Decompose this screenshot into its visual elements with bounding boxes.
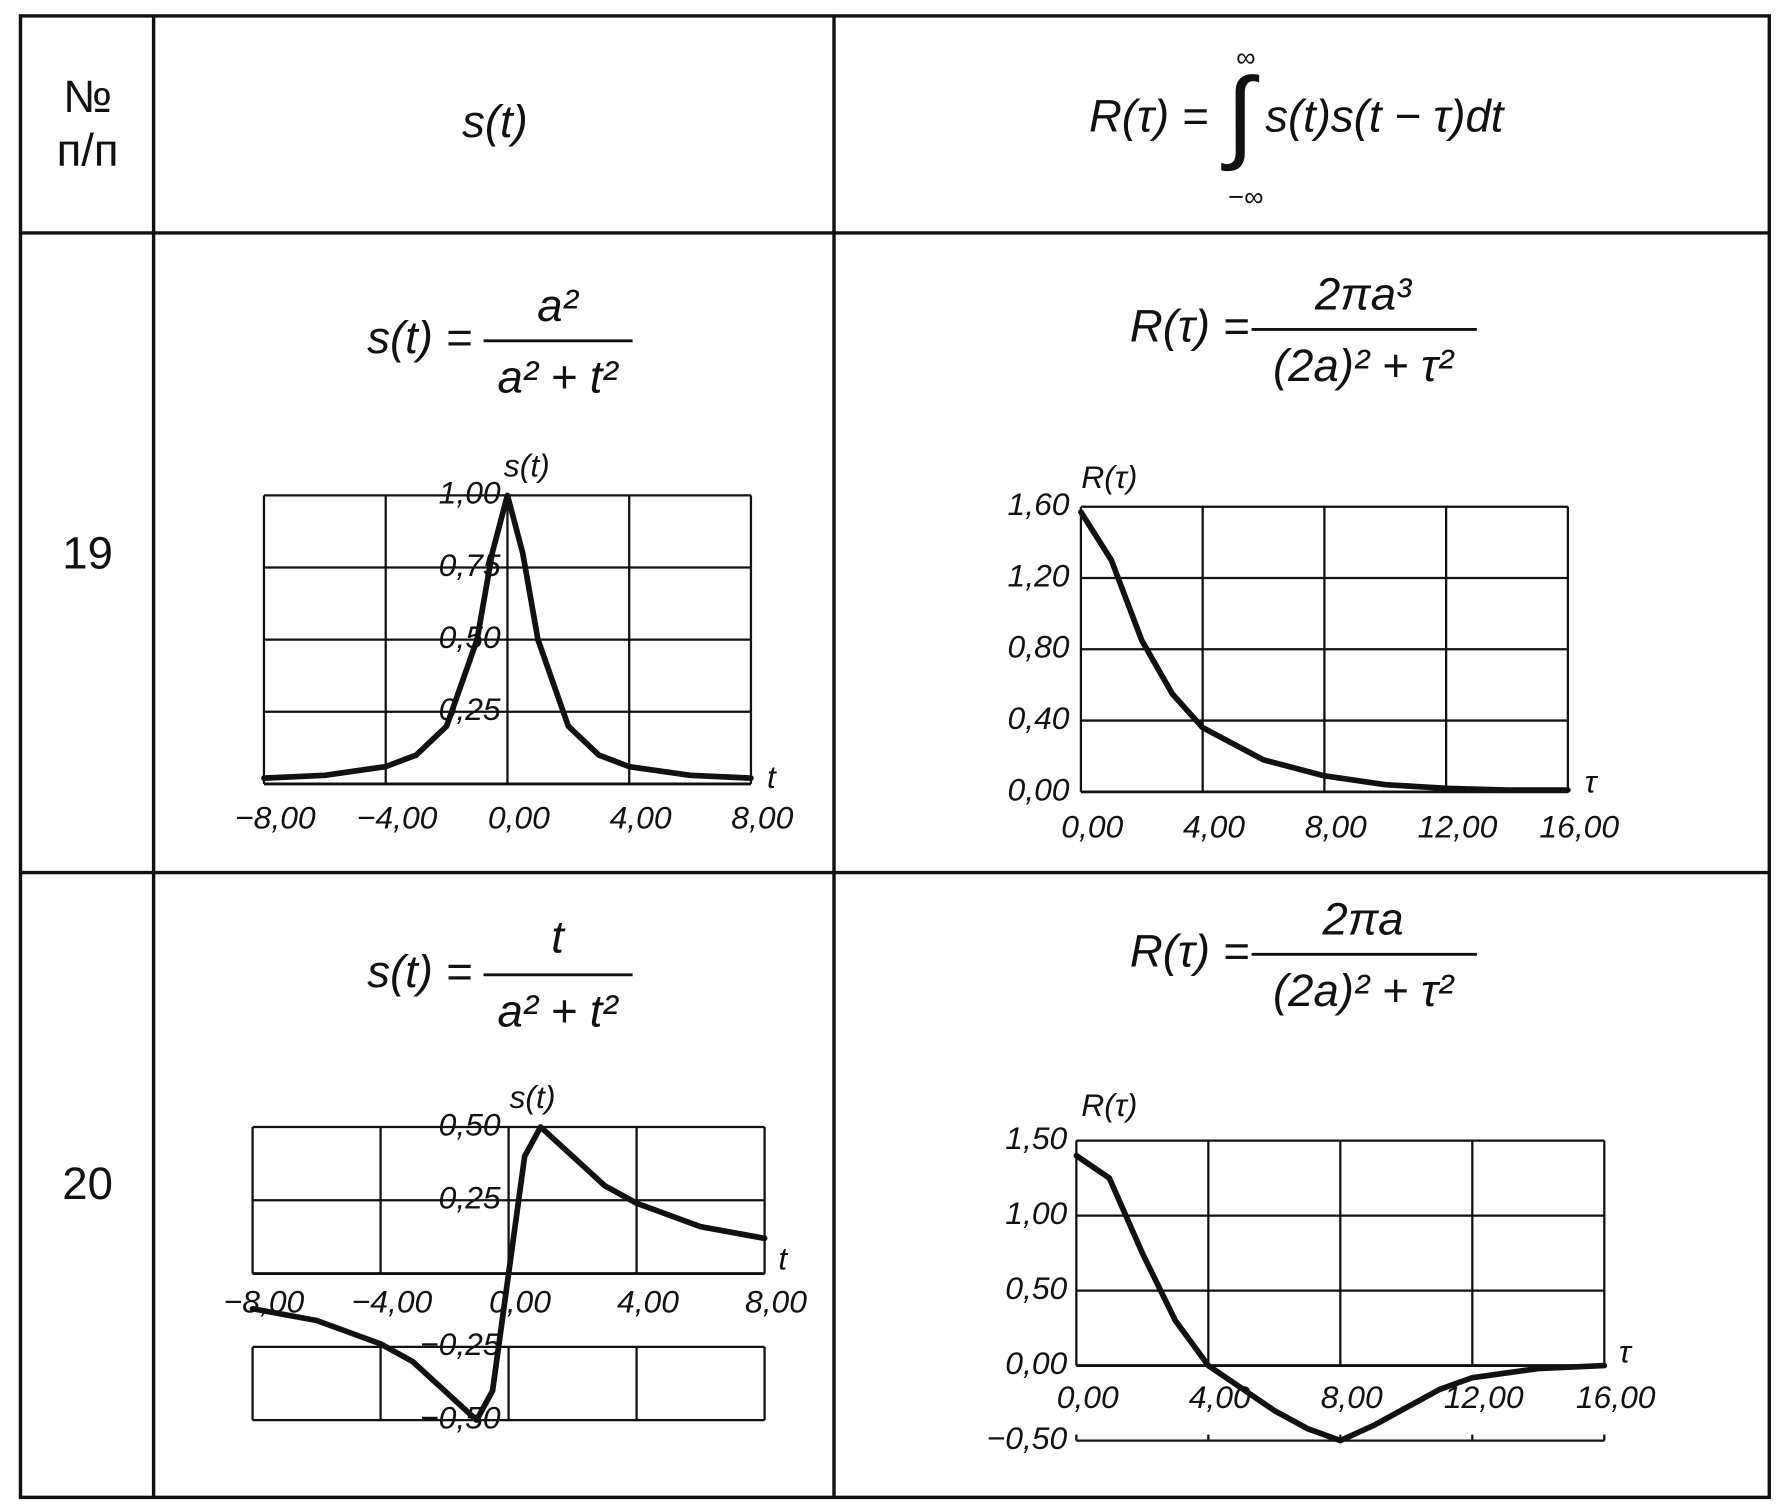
y-tick-label: 1,00 bbox=[439, 475, 501, 511]
curve bbox=[1073, 1152, 1608, 1444]
header-signal: s(t) bbox=[462, 96, 528, 147]
y-tick-label: 0,40 bbox=[1008, 700, 1070, 736]
formula-numerator: 2πa³ bbox=[1314, 269, 1413, 320]
y-axis-label: s(t) bbox=[509, 1079, 555, 1115]
formula-numerator: a² bbox=[537, 280, 579, 331]
y-tick-label: 0,00 bbox=[1005, 1345, 1067, 1381]
y-tick-label: 0,00 bbox=[1008, 771, 1070, 807]
integral-lower: −∞ bbox=[1228, 181, 1263, 212]
y-tick-label: 0,25 bbox=[439, 1180, 501, 1216]
formula-lhs: R(τ) = bbox=[1130, 301, 1249, 352]
x-tick-label: −8,00 bbox=[235, 800, 316, 836]
y-tick-label: 1,20 bbox=[1008, 557, 1070, 593]
x-tick-label: −4,00 bbox=[357, 800, 438, 836]
x-tick-label: 16,00 bbox=[1539, 809, 1619, 845]
x-tick-label: 8,00 bbox=[731, 800, 793, 836]
curve bbox=[249, 1124, 768, 1423]
y-tick-label: 1,50 bbox=[1005, 1120, 1067, 1156]
integral-sign: ∫ bbox=[1221, 57, 1260, 172]
formula-denominator: a² + t² bbox=[497, 352, 619, 403]
x-axis-label: τ bbox=[1585, 763, 1599, 799]
formula-lhs: R(τ) = bbox=[1089, 90, 1208, 141]
y-tick-label: −0,25 bbox=[420, 1326, 501, 1362]
y-axis-label: s(t) bbox=[504, 447, 550, 483]
formula-lhs: s(t) = bbox=[367, 946, 472, 997]
curve bbox=[1078, 509, 1571, 793]
x-tick-label: 16,00 bbox=[1576, 1379, 1656, 1415]
x-axis-label: t bbox=[778, 1240, 788, 1276]
y-tick-label: 0,50 bbox=[439, 619, 501, 655]
table-border bbox=[18, 14, 1771, 1500]
x-tick-label: 0,00 bbox=[489, 1284, 551, 1320]
formula-lhs: R(τ) = bbox=[1130, 925, 1249, 976]
y-tick-label: 0,80 bbox=[1008, 629, 1070, 665]
x-axis-label: τ bbox=[1619, 1334, 1633, 1370]
formula-numerator: 2πa bbox=[1322, 894, 1404, 945]
header-number: № bbox=[63, 71, 112, 122]
formula-denominator: a² + t² bbox=[497, 986, 619, 1037]
x-tick-label: 12,00 bbox=[1418, 809, 1498, 845]
curve bbox=[261, 492, 754, 781]
formula-lhs: s(t) = bbox=[367, 312, 472, 363]
integral-upper: ∞ bbox=[1236, 41, 1255, 72]
row-number: 19 bbox=[62, 528, 113, 579]
x-tick-label: 4,00 bbox=[610, 800, 672, 836]
x-tick-label: 8,00 bbox=[1305, 809, 1367, 845]
formula-numerator: t bbox=[551, 912, 566, 963]
x-axis-label: t bbox=[767, 759, 777, 795]
y-tick-label: 0,50 bbox=[1005, 1270, 1067, 1306]
x-tick-label: −4,00 bbox=[352, 1284, 433, 1320]
header-number: п/п bbox=[57, 124, 119, 175]
y-tick-label: 1,60 bbox=[1008, 486, 1070, 522]
y-tick-label: 0,50 bbox=[439, 1106, 501, 1142]
x-tick-label: 0,00 bbox=[1061, 809, 1123, 845]
y-axis-label: R(τ) bbox=[1081, 459, 1137, 495]
x-tick-label: 4,00 bbox=[617, 1284, 679, 1320]
formula-denominator: (2a)² + τ² bbox=[1273, 965, 1455, 1016]
x-tick-label: 4,00 bbox=[1183, 809, 1245, 845]
y-tick-label: 1,00 bbox=[1005, 1195, 1067, 1231]
formula-denominator: (2a)² + τ² bbox=[1273, 340, 1455, 391]
x-tick-label: 8,00 bbox=[1321, 1379, 1383, 1415]
formula-integrand: s(t)s(t − τ)dt bbox=[1265, 90, 1506, 141]
row-number: 20 bbox=[62, 1158, 113, 1209]
x-tick-label: 4,00 bbox=[1189, 1379, 1251, 1415]
content: № п/п s(t) R(τ) = ∫ ∞ −∞ s(t)s(t − τ)dt … bbox=[18, 14, 1771, 1500]
y-axis-label: R(τ) bbox=[1081, 1087, 1137, 1123]
y-tick-label: −0,50 bbox=[987, 1420, 1068, 1456]
x-tick-label: 0,00 bbox=[1057, 1379, 1119, 1415]
x-tick-label: 0,00 bbox=[488, 800, 550, 836]
x-tick-label: 8,00 bbox=[745, 1284, 807, 1320]
